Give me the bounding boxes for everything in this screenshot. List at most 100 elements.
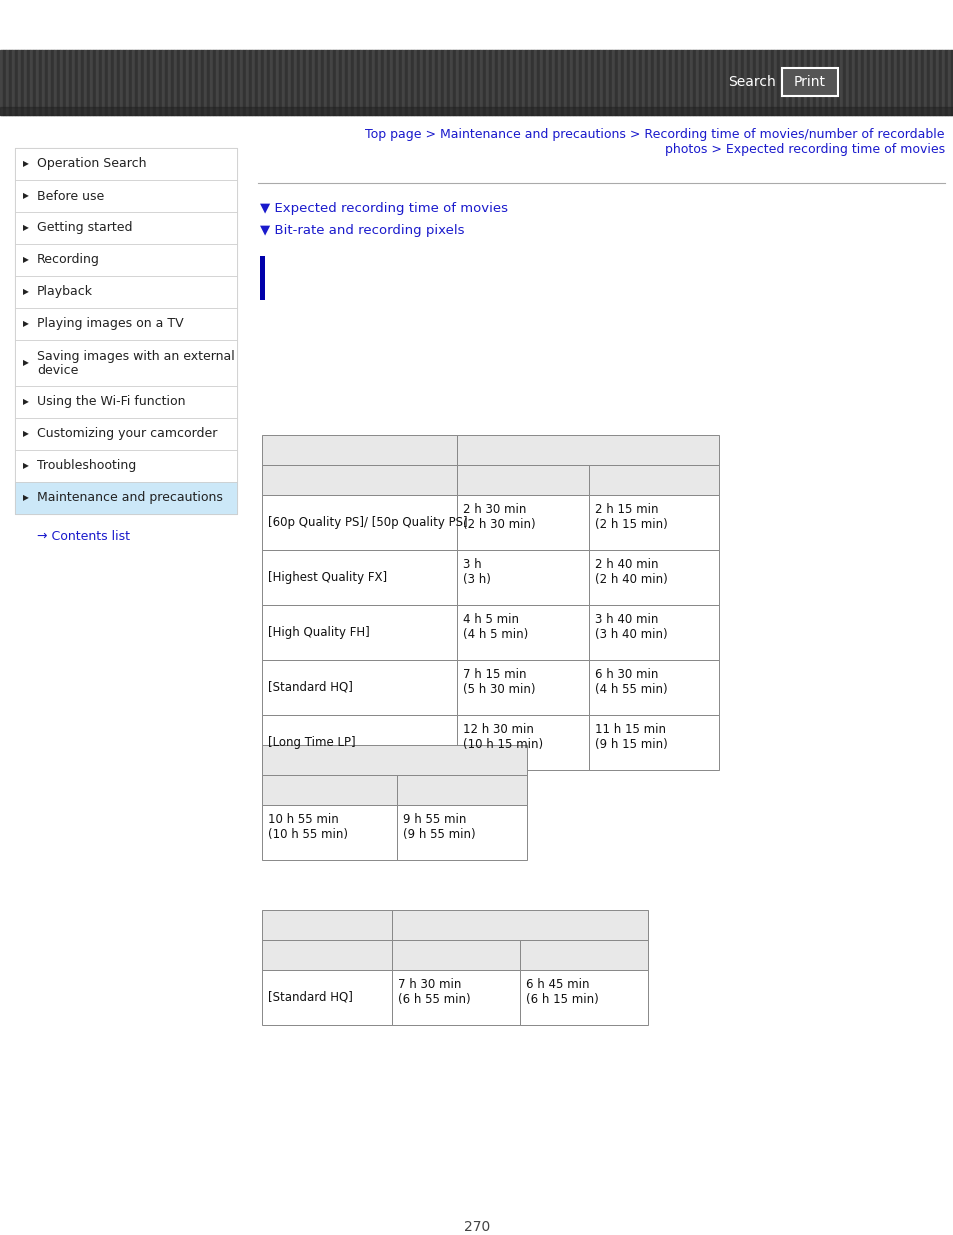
Bar	[485, 49, 489, 115]
Bar	[387, 49, 390, 115]
Bar	[120, 49, 123, 115]
Bar	[398, 49, 401, 115]
Bar	[275, 49, 278, 115]
Bar	[236, 49, 240, 115]
Bar	[39, 49, 42, 115]
Bar	[566, 49, 569, 115]
Bar	[249, 49, 252, 115]
Bar	[437, 49, 440, 115]
Bar	[914, 49, 917, 115]
Bar	[299, 49, 303, 115]
Text: ▶: ▶	[23, 430, 29, 438]
Bar	[746, 49, 749, 115]
Bar	[312, 49, 314, 115]
Bar	[489, 49, 492, 115]
Bar	[15, 417, 236, 450]
Bar	[821, 49, 824, 115]
Bar	[573, 49, 576, 115]
Text: [Standard HQ]: [Standard HQ]	[268, 680, 353, 694]
Text: ▼ Bit-rate and recording pixels: ▼ Bit-rate and recording pixels	[260, 224, 464, 237]
Bar	[432, 49, 435, 115]
Text: Recording: Recording	[37, 253, 100, 267]
Bar	[377, 49, 380, 115]
Bar	[612, 49, 615, 115]
Bar	[173, 49, 177, 115]
Bar	[81, 49, 84, 115]
Bar	[588, 715, 719, 769]
Text: 2 h 30 min: 2 h 30 min	[462, 503, 526, 516]
Bar	[519, 969, 647, 1025]
Bar	[588, 550, 719, 605]
Bar	[341, 49, 345, 115]
Bar	[476, 49, 479, 115]
Bar	[759, 49, 761, 115]
Text: (6 h 15 min): (6 h 15 min)	[525, 993, 598, 1007]
Bar	[264, 49, 267, 115]
Bar	[189, 49, 192, 115]
Bar	[396, 805, 526, 860]
Bar	[588, 495, 719, 550]
Bar	[254, 49, 257, 115]
Bar	[429, 49, 432, 115]
Bar	[569, 49, 573, 115]
Bar	[144, 49, 147, 115]
Bar	[689, 49, 692, 115]
Bar	[291, 49, 294, 115]
Text: Top page > Maintenance and precautions > Recording time of movies/number of reco: Top page > Maintenance and precautions >…	[365, 128, 944, 141]
Bar	[262, 466, 456, 495]
Bar	[0, 107, 953, 115]
Bar	[123, 49, 126, 115]
Bar	[113, 49, 117, 115]
Bar	[117, 49, 120, 115]
Bar	[15, 275, 236, 308]
Bar	[156, 49, 159, 115]
Bar	[285, 49, 288, 115]
Bar	[767, 49, 770, 115]
Bar	[920, 49, 923, 115]
Text: Maintenance and precautions: Maintenance and precautions	[37, 492, 223, 505]
Bar	[456, 49, 458, 115]
Text: ▶: ▶	[23, 191, 29, 200]
Bar	[327, 49, 330, 115]
Bar	[548, 49, 552, 115]
Bar	[773, 49, 776, 115]
Bar	[219, 49, 222, 115]
Bar	[752, 49, 755, 115]
Bar	[171, 49, 173, 115]
Bar	[662, 49, 665, 115]
Bar	[416, 49, 419, 115]
Bar	[555, 49, 558, 115]
Bar	[335, 49, 338, 115]
Bar	[262, 745, 526, 776]
Text: Playing images on a TV: Playing images on a TV	[37, 317, 183, 331]
Bar	[654, 49, 657, 115]
Bar	[15, 148, 236, 514]
Text: ▶: ▶	[23, 358, 29, 368]
Bar	[21, 49, 24, 115]
Bar	[267, 49, 270, 115]
Bar	[102, 49, 105, 115]
Bar	[780, 49, 782, 115]
Bar	[384, 49, 387, 115]
Bar	[453, 49, 456, 115]
Bar	[720, 49, 722, 115]
Bar	[15, 49, 18, 115]
Bar	[392, 969, 519, 1025]
Bar	[351, 49, 354, 115]
Bar	[620, 49, 623, 115]
Bar	[443, 49, 447, 115]
Text: [Highest Quality FX]: [Highest Quality FX]	[268, 571, 387, 584]
Text: 4 h 5 min: 4 h 5 min	[462, 613, 518, 626]
Bar	[147, 49, 150, 115]
Text: 10 h 55 min: 10 h 55 min	[268, 813, 338, 826]
Bar	[464, 49, 468, 115]
Bar	[869, 49, 872, 115]
Bar	[731, 49, 734, 115]
Bar	[354, 49, 356, 115]
Text: 6 h 30 min: 6 h 30 min	[595, 668, 658, 680]
Bar	[713, 49, 717, 115]
Bar	[405, 49, 408, 115]
Bar	[63, 49, 66, 115]
Bar	[192, 49, 194, 115]
Bar	[366, 49, 369, 115]
